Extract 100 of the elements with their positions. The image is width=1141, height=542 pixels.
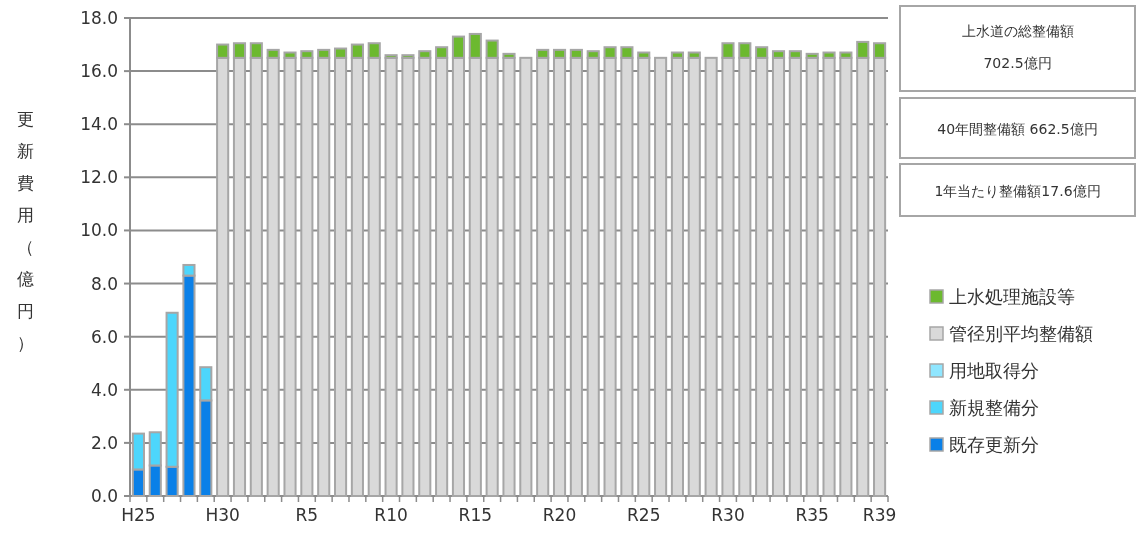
bar [165, 465, 179, 497]
y-tick-label: 10.0 [80, 220, 118, 241]
bar [805, 56, 819, 497]
bar [350, 56, 364, 497]
bar [334, 47, 348, 59]
bar [822, 56, 836, 497]
bar [721, 56, 735, 497]
bar [620, 46, 634, 59]
bar [131, 432, 145, 471]
bar [468, 32, 482, 59]
text: 上水道の総整備額 [961, 23, 1074, 39]
bar [418, 50, 432, 59]
bar [771, 50, 786, 59]
bar [232, 42, 247, 59]
bar [536, 56, 550, 497]
bar [367, 56, 381, 497]
x-tick-label: R25 [627, 505, 661, 525]
bar [384, 56, 398, 497]
text: 702.5億円 [983, 55, 1052, 71]
legend-label: 上水処理施設等 [949, 286, 1075, 307]
bar [721, 42, 735, 59]
bar [317, 56, 331, 497]
bar [502, 52, 516, 59]
bar [485, 56, 499, 497]
x-tick-label: R5 [295, 505, 319, 525]
bar [603, 56, 617, 497]
bar [755, 56, 769, 497]
bar [148, 431, 162, 467]
bar [704, 56, 718, 497]
y-tick-label: 8.0 [90, 273, 118, 294]
bar [249, 56, 263, 497]
bar [536, 48, 550, 59]
bar [283, 51, 297, 59]
bar [199, 399, 213, 497]
bar [435, 56, 449, 497]
bar [805, 52, 819, 59]
bar [839, 51, 853, 59]
bar [552, 48, 567, 59]
bar [670, 56, 684, 497]
bar [317, 48, 331, 59]
x-tick-label: H25 [121, 505, 156, 525]
bar [569, 56, 583, 497]
bar [485, 39, 499, 59]
bar [873, 56, 887, 497]
bar [300, 56, 314, 497]
bar [216, 43, 230, 59]
bar [451, 56, 466, 497]
y-tick-label: 16.0 [80, 61, 118, 82]
y-tick-label: 14.0 [80, 114, 118, 135]
y-tick-label: 0.0 [90, 486, 118, 506]
bar [232, 56, 247, 497]
legend-label: 管径別平均整備額 [949, 323, 1093, 344]
x-tick-label: R10 [374, 505, 408, 525]
bar [182, 263, 196, 277]
bar [148, 464, 162, 497]
bar [788, 50, 802, 59]
text: 1年当たり整備額17.6億円 [934, 183, 1101, 199]
bar [552, 56, 567, 497]
bar [165, 311, 179, 468]
bar [384, 54, 398, 59]
bar [451, 35, 466, 59]
bar [637, 56, 651, 497]
bar [131, 468, 145, 497]
bar [401, 54, 415, 59]
y-tick-label: 6.0 [90, 326, 118, 347]
y-tick-label: 18.0 [80, 8, 118, 28]
bar [182, 274, 196, 497]
bar [738, 56, 752, 497]
bar [199, 366, 213, 402]
bar [856, 56, 870, 497]
bar [586, 56, 600, 497]
bar [266, 56, 280, 497]
bar [249, 42, 263, 59]
bar [519, 56, 533, 497]
bar [654, 56, 668, 497]
legend-label: 用地取得分 [949, 360, 1039, 381]
bar [856, 40, 870, 59]
bar [822, 51, 836, 59]
bar [334, 56, 348, 497]
bar [569, 48, 583, 59]
bar [401, 56, 415, 497]
x-tick-label: R30 [711, 505, 745, 525]
bar [873, 42, 887, 59]
bar [755, 46, 769, 59]
bar [738, 42, 752, 59]
bar [350, 43, 364, 59]
bar [435, 46, 449, 59]
bar [637, 51, 651, 59]
y-axis-title: 更新費用（億円） [16, 109, 34, 353]
x-tick-label: R15 [458, 505, 493, 525]
y-tick-label: 2.0 [90, 432, 118, 453]
bar [670, 51, 684, 59]
bar [687, 51, 701, 59]
bar [839, 56, 853, 497]
bar [502, 56, 516, 497]
bar [586, 50, 600, 59]
bar [771, 56, 786, 497]
x-tick-label: R20 [542, 505, 577, 525]
x-tick-label: R35 [795, 505, 829, 525]
bar [216, 56, 230, 497]
